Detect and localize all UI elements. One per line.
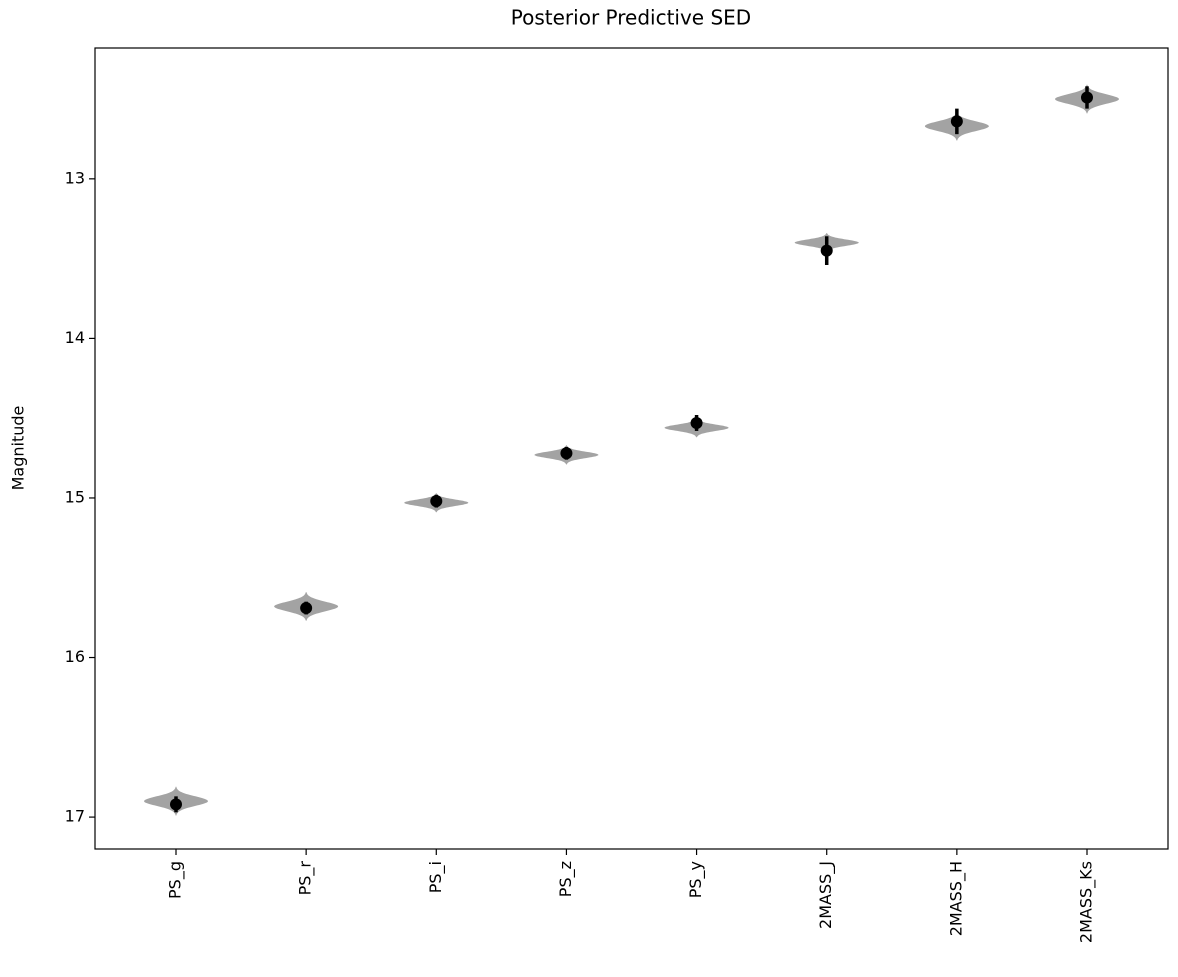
x-tick-label: PS_g [166,861,186,899]
y-tick-label: 15 [65,487,85,506]
y-tick-label: 17 [65,807,85,826]
y-tick-label: 13 [65,168,85,187]
x-tick-label: 2MASS_Ks [1077,861,1097,943]
point [170,798,182,811]
x-tick-label: PS_z [556,861,576,897]
y-axis-label: Magnitude [9,406,28,491]
y-tick-label: 14 [65,328,85,347]
point [430,495,443,508]
point [820,244,833,257]
point [690,416,703,429]
point [560,447,573,460]
chart-title: Posterior Predictive SED [511,6,751,30]
point [950,115,963,128]
x-tick-label: PS_y [686,861,706,898]
x-tick-label: 2MASS_H [946,861,966,936]
point [300,602,313,615]
x-tick-label: PS_r [296,861,316,896]
point [1081,91,1093,104]
x-tick-label: PS_i [426,861,446,893]
y-tick-label: 16 [65,647,85,666]
x-tick-label: 2MASS_J [816,861,836,929]
plot-frame [94,47,1169,850]
